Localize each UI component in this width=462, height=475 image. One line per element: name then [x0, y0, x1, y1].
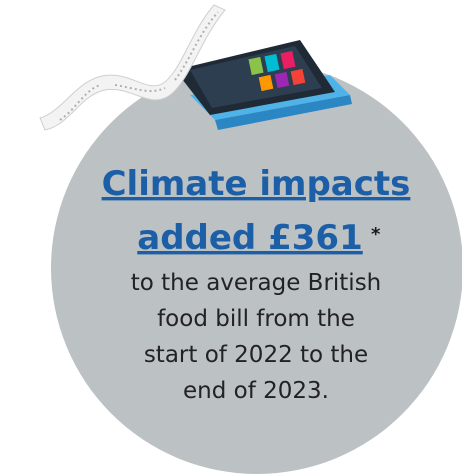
page: Climate impacts added £361 * to the aver…: [0, 0, 462, 475]
body-line: food bill from the: [157, 306, 355, 332]
infographic: Climate impacts added £361 * to the aver…: [0, 0, 462, 475]
body-line: to the average British: [131, 270, 382, 296]
background-circle: [51, 62, 462, 474]
headline-line[interactable]: Climate impacts: [102, 164, 411, 204]
body-line: end of 2023.: [183, 378, 329, 404]
asterisk: *: [371, 224, 381, 245]
headline-line[interactable]: added £361: [137, 218, 362, 258]
body-line: start of 2022 to the: [144, 342, 368, 368]
